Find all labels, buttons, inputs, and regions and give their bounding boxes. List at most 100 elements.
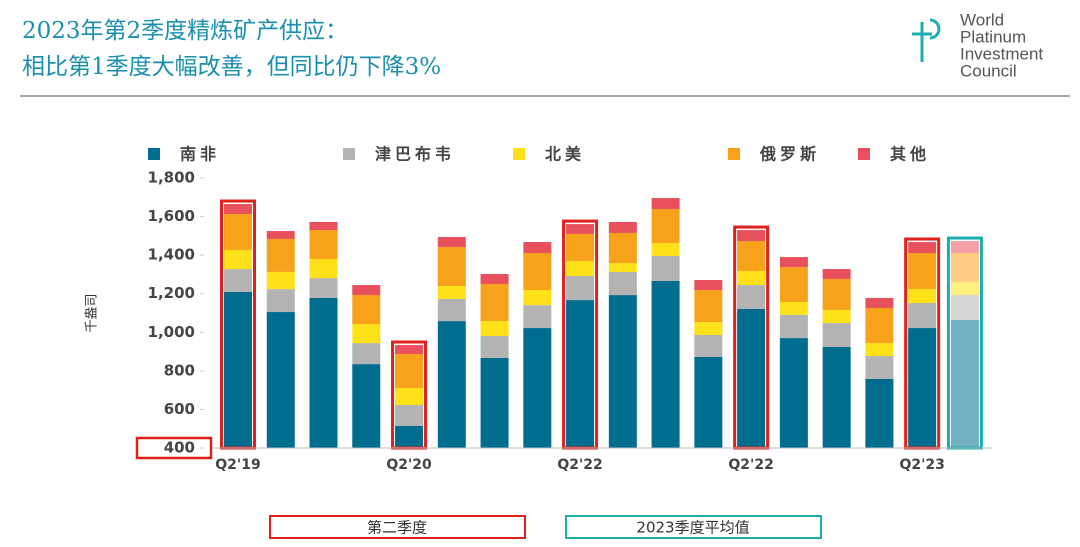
bar-segment bbox=[437, 237, 466, 248]
bar-segment bbox=[523, 305, 552, 329]
bar-segment bbox=[737, 241, 766, 271]
y-tick-label: 1,800 bbox=[148, 169, 195, 187]
bar-segment bbox=[523, 328, 552, 448]
bar-segment bbox=[266, 238, 295, 272]
bar-segment bbox=[651, 280, 680, 448]
bar-segment bbox=[950, 241, 979, 254]
bar-segment bbox=[822, 309, 851, 324]
bar-segment bbox=[480, 284, 509, 322]
logo-mark bbox=[912, 18, 941, 62]
bar-segment bbox=[908, 289, 937, 303]
y-tick-label: 600 bbox=[164, 400, 195, 418]
legend-swatch bbox=[728, 148, 740, 160]
bar-segment bbox=[437, 286, 466, 299]
bar-segment bbox=[822, 323, 851, 347]
bar-segment bbox=[651, 198, 680, 210]
bar-segment bbox=[737, 230, 766, 242]
legend-label: 其他 bbox=[890, 145, 930, 164]
bar-segment bbox=[779, 257, 808, 268]
logo-text: Platinum bbox=[960, 27, 1026, 46]
bar-segment bbox=[865, 297, 894, 308]
bar-segment bbox=[395, 404, 424, 427]
bar-segment bbox=[309, 230, 338, 259]
x-tick-label: Q2'20 bbox=[386, 457, 432, 473]
bar-segment bbox=[566, 224, 595, 234]
y-tick-label: 1,000 bbox=[148, 323, 195, 341]
bar-segment bbox=[694, 334, 723, 357]
highlight-key bbox=[269, 515, 526, 539]
bar-segment bbox=[608, 263, 637, 272]
bar-segment bbox=[950, 253, 979, 282]
bar-segment bbox=[651, 209, 680, 243]
bar-segment bbox=[480, 357, 509, 448]
bar-segment bbox=[523, 253, 552, 291]
legend-swatch bbox=[858, 148, 870, 160]
bar-segment bbox=[566, 233, 595, 261]
bar-segment bbox=[737, 285, 766, 309]
bar-segment bbox=[608, 232, 637, 264]
legend-label: 俄罗斯 bbox=[759, 145, 820, 164]
bar-segment bbox=[266, 312, 295, 448]
bar-segment bbox=[694, 322, 723, 335]
bar-segment bbox=[224, 204, 252, 215]
bar-segment bbox=[480, 335, 509, 358]
bar-segment bbox=[950, 319, 979, 448]
bar-segment bbox=[779, 267, 808, 303]
title-line: 相比第1季度大幅改善，但同比仍下降3% bbox=[22, 54, 441, 80]
bar-segment bbox=[309, 221, 338, 231]
bar-segment bbox=[309, 278, 338, 298]
highlight-label: 第二季度 bbox=[367, 519, 427, 537]
bar-segment bbox=[437, 298, 466, 322]
bar-segment bbox=[822, 279, 851, 310]
bar-segment bbox=[224, 269, 252, 292]
bar-segment bbox=[779, 302, 808, 315]
tick-highlight bbox=[135, 436, 213, 460]
bar-segment bbox=[352, 285, 381, 296]
legend-swatch bbox=[148, 148, 160, 160]
highlight-label: 2023季度平均值 bbox=[636, 519, 749, 537]
bar-segment bbox=[566, 275, 595, 301]
bar-segment bbox=[865, 307, 894, 344]
bar-segment bbox=[822, 269, 851, 280]
logo-text: World bbox=[960, 10, 1004, 29]
legend-swatch bbox=[343, 148, 355, 160]
bar-segment bbox=[608, 221, 637, 233]
bar-segment bbox=[908, 328, 937, 448]
bar-segment bbox=[694, 356, 723, 448]
x-tick-label: Q2'23 bbox=[899, 457, 944, 473]
bar-segment bbox=[908, 302, 937, 329]
bar-segment bbox=[352, 343, 381, 365]
bar-segment bbox=[352, 364, 381, 448]
bar-segment bbox=[309, 297, 338, 448]
bar-segment bbox=[352, 323, 381, 344]
y-axis-label: 千盎司 bbox=[85, 293, 100, 332]
bar-segment bbox=[908, 253, 937, 290]
bar-segment bbox=[437, 321, 466, 448]
title-line: 2023年第2季度精炼矿产供应： bbox=[22, 18, 348, 44]
bar-segment bbox=[822, 346, 851, 448]
bar-segment bbox=[865, 356, 894, 379]
bar-segment bbox=[309, 259, 338, 279]
bar-segment bbox=[352, 295, 381, 324]
bar-segment bbox=[395, 345, 424, 355]
bar-segment bbox=[865, 343, 894, 357]
bar-segment bbox=[566, 260, 595, 276]
y-tick-label: 1,600 bbox=[148, 207, 195, 225]
bar-segment bbox=[266, 231, 295, 239]
x-tick-label: Q2'19 bbox=[215, 457, 260, 473]
bar-segment bbox=[266, 289, 295, 313]
y-tick-label: 400 bbox=[164, 439, 195, 457]
y-tick-label: 1,200 bbox=[148, 284, 195, 302]
bar-segment bbox=[437, 247, 466, 286]
legend-label: 南非 bbox=[180, 145, 220, 164]
bar-segment bbox=[779, 338, 808, 448]
bar-segment bbox=[523, 242, 552, 254]
legend-swatch bbox=[513, 148, 525, 160]
bar-segment bbox=[608, 295, 637, 448]
bar-segment bbox=[694, 280, 723, 291]
bar-segment bbox=[950, 295, 979, 320]
logo-text: Investment bbox=[960, 44, 1043, 63]
bar-segment bbox=[480, 321, 509, 336]
highlight-key bbox=[565, 515, 822, 539]
bar-segment bbox=[737, 270, 766, 286]
